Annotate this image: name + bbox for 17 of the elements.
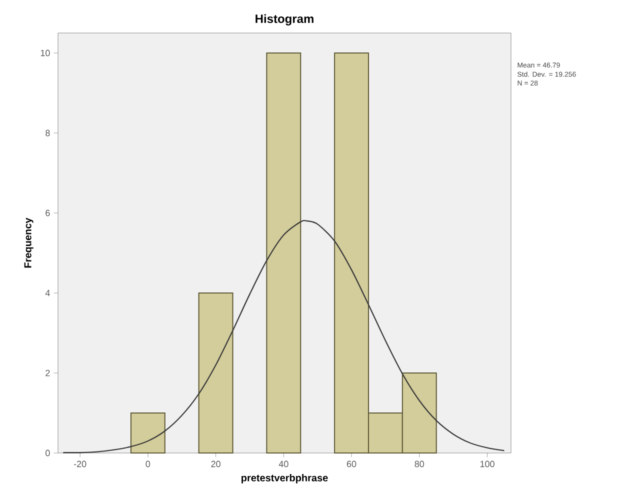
y-tick-label: 2 xyxy=(46,370,50,376)
x-tick-label: -20 xyxy=(74,460,86,468)
y-axis-title: Frequency xyxy=(24,218,34,268)
line-series xyxy=(62,220,505,454)
y-tick-label: 6 xyxy=(46,210,50,216)
x-tick-label: 20 xyxy=(211,460,220,468)
x-tick-label: 40 xyxy=(278,460,288,468)
y-tick-label: 10 xyxy=(40,50,50,56)
y-tick-label: 8 xyxy=(46,130,50,136)
x-tick-label: 0 xyxy=(146,460,150,468)
x-tick-label: 80 xyxy=(414,460,424,468)
x-tick-label: 60 xyxy=(346,460,356,468)
y-tick-label: 4 xyxy=(45,290,50,296)
chart-title: Histogram xyxy=(256,14,314,26)
x-tick-label: 100 xyxy=(480,460,494,468)
x-axis-title: pretestverbphrase xyxy=(242,474,328,484)
y-tick-label: 0 xyxy=(46,450,50,456)
